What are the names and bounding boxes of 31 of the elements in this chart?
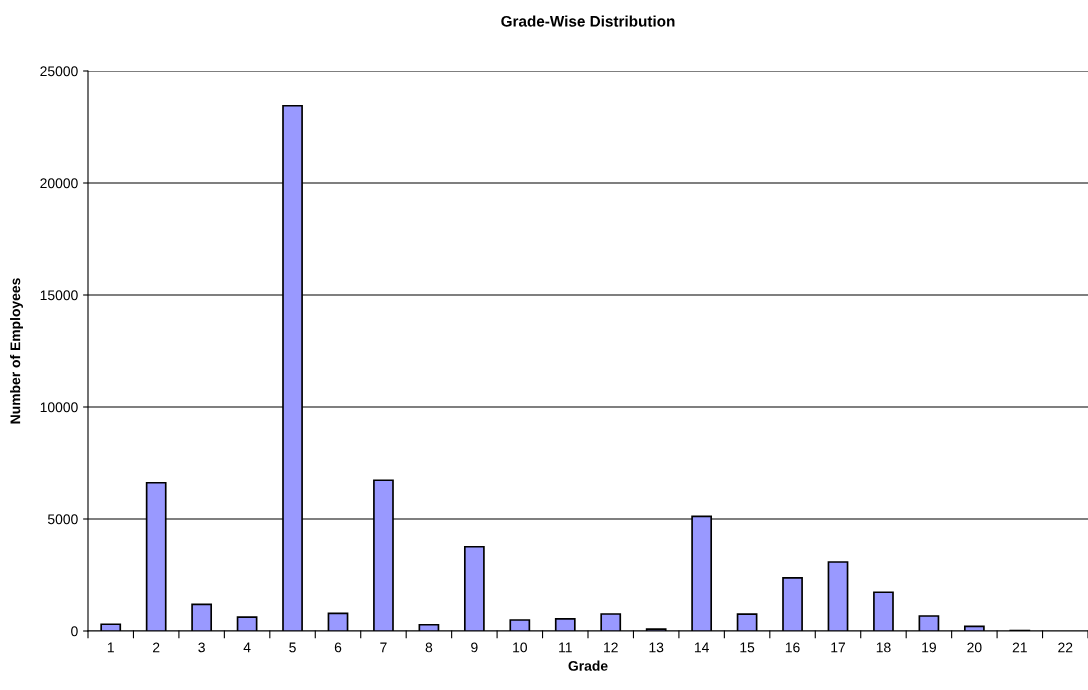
x-tick-label: 17 [831,642,846,653]
y-tick-label: 10000 [40,402,78,413]
y-tick-label: 0 [71,626,78,637]
x-tick-label: 22 [1058,642,1073,653]
x-tick-label: 7 [380,642,387,653]
y-tick-label: 5000 [47,514,78,525]
x-tick-label: 4 [243,642,251,653]
x-tick-label: 3 [198,642,205,653]
y-axis-title: Number of Employees [10,278,23,424]
x-tick-label: 12 [604,642,618,653]
y-tick-label: 20000 [40,178,78,189]
x-tick-label: 16 [785,642,800,653]
x-tick-label: 5 [289,642,296,653]
x-tick-label: 19 [922,642,936,653]
chart-title: Grade-Wise Distribution [501,15,675,27]
x-tick-label: 1 [107,642,114,653]
x-tick-label: 10 [513,642,527,653]
x-tick-label: 2 [153,642,160,653]
x-tick-label: 20 [967,642,982,653]
x-tick-label: 18 [876,642,891,653]
y-tick-label: 15000 [40,290,78,301]
x-tick-label: 11 [559,642,572,653]
x-tick-label: 9 [471,642,478,653]
x-tick-label: 15 [740,642,755,653]
y-tick-label: 25000 [40,66,78,77]
x-axis-title: Grade [568,660,608,671]
x-tick-label: 14 [694,642,709,653]
x-tick-label: 8 [425,642,433,653]
x-tick-label: 6 [334,642,342,653]
x-tick-label: 13 [649,642,664,653]
x-tick-label: 21 [1012,642,1027,653]
